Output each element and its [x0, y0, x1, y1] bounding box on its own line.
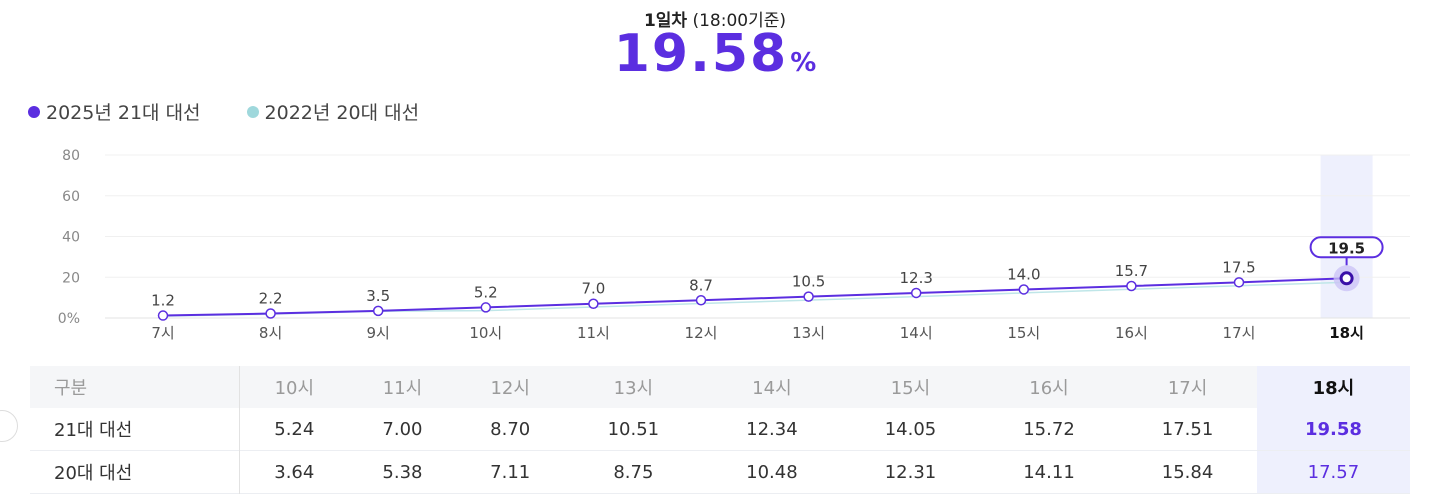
basis-label: (18:00기준)	[692, 11, 787, 31]
legend-label-2025: 2025년 21대 대선	[46, 102, 201, 124]
series-point	[1126, 280, 1137, 292]
turnout-line-chart: 0% 20 40 60 80 7시 8시 9시 10시 11시 12시 13시 14시 15시 16시 17시…	[58, 148, 1410, 342]
table-header-cell: 14시	[702, 366, 842, 408]
data-label: 2.2	[259, 290, 283, 308]
legend-dot-2022	[246, 105, 259, 118]
y-tick-label: 60	[62, 189, 80, 205]
series-point	[910, 287, 922, 299]
turnout-value: 19.58	[613, 24, 789, 84]
table-cell: 12.34	[746, 418, 798, 440]
x-tick-label: 15시	[1007, 324, 1040, 342]
y-tick-label: 40	[62, 230, 80, 246]
turnout-headline: 19.58%	[0, 28, 1430, 80]
data-label: 14.0	[1007, 265, 1040, 283]
day-label: 1일차	[643, 11, 688, 31]
series-point	[372, 305, 384, 317]
y-tick-label: 80	[62, 148, 80, 164]
legend-dot-2025	[28, 105, 40, 118]
data-label: 5.2	[474, 283, 498, 301]
series-point	[157, 310, 169, 321]
x-tick-label: 17시	[1223, 324, 1256, 342]
table-cell: 5.38	[382, 461, 423, 483]
table-cell: 7.11	[490, 461, 531, 483]
callout-bubble	[1309, 236, 1384, 259]
table-cell: 17.51	[1161, 418, 1214, 440]
turnout-unit: %	[790, 48, 817, 78]
data-label: 1.2	[151, 292, 175, 310]
table-header-cell: 10시	[239, 366, 349, 408]
legend-label-2022: 2022년 20대 대선	[264, 102, 420, 124]
data-label: 7.0	[581, 280, 605, 298]
x-tick-label: 10시	[469, 324, 502, 342]
x-tick-label: 16시	[1115, 324, 1148, 342]
x-tick-label: 18시	[1329, 324, 1364, 342]
y-tick-label: 0%	[58, 311, 80, 327]
data-label: 17.5	[1222, 258, 1255, 276]
data-label: 19.5	[1328, 239, 1365, 257]
table-cell: 14.11	[1023, 461, 1075, 483]
data-label: 12.3	[899, 269, 932, 287]
series-point	[480, 302, 492, 313]
table-cell: 7.00	[382, 418, 423, 440]
table-header-row: 구분 10시 11시 12시 13시 14시 15시 16시 17시 18시	[30, 366, 1410, 408]
table-cell: 8.70	[490, 418, 531, 440]
series-point	[588, 298, 599, 309]
table-row-label: 20대 대선	[30, 450, 240, 494]
series-point	[1339, 271, 1354, 286]
x-tick-label: 7시	[151, 324, 174, 342]
table-cell-current: 19.58	[1256, 408, 1410, 451]
table-row: 21대 대선 5.24 7.00 8.70 10.51 12.34 14.05 …	[30, 408, 1410, 451]
x-tick-label: 12시	[685, 324, 718, 342]
legend-item-2022: 2022년 20대 대선	[246, 98, 420, 125]
table-cell: 14.05	[884, 418, 937, 440]
table-cell: 8.75	[613, 461, 654, 483]
data-label: 15.7	[1115, 262, 1148, 280]
y-tick-label: 20	[62, 270, 80, 286]
table-cell: 10.51	[607, 418, 660, 440]
header-title: 1일차 (18:00기준)	[0, 6, 1430, 31]
data-label: 3.5	[366, 287, 390, 305]
table-header-cell: 15시	[841, 366, 980, 408]
series-point	[695, 295, 707, 306]
table-header-cell: 13시	[564, 366, 703, 408]
table-header-cell: 12시	[456, 366, 565, 408]
data-label: 10.5	[792, 273, 825, 291]
table-header-cell-current: 18시	[1256, 366, 1410, 408]
scroll-left-button[interactable]	[0, 410, 18, 442]
chart-legend: 2025년 21대 대선 2022년 20대 대선	[28, 98, 419, 125]
table-corner-label: 구분	[30, 366, 240, 408]
table-cell: 10.48	[746, 461, 798, 483]
x-tick-label: 14시	[900, 324, 933, 342]
table-row: 20대 대선 3.64 5.38 7.11 8.75 10.48 12.31 1…	[30, 450, 1410, 494]
table-cell: 15.72	[1023, 418, 1075, 440]
data-label: 8.7	[689, 276, 713, 294]
table-cell-current: 17.57	[1256, 450, 1410, 494]
table-header-cell: 11시	[348, 366, 457, 408]
series-point	[803, 291, 814, 302]
series-line-2025	[162, 277, 1347, 317]
table-cell: 3.64	[274, 461, 315, 483]
table-cell: 12.31	[884, 461, 937, 483]
x-tick-label: 13시	[792, 324, 825, 342]
series-point	[265, 308, 276, 319]
table-row-label: 21대 대선	[30, 408, 240, 451]
x-tick-label: 11시	[577, 324, 610, 342]
turnout-table: 구분 10시 11시 12시 13시 14시 15시 16시 17시 18시 2…	[30, 366, 1410, 494]
table-cell: 15.84	[1161, 461, 1214, 483]
table-header-cell: 16시	[979, 366, 1119, 408]
legend-item-2025: 2025년 21대 대선	[28, 98, 201, 125]
table-header-cell: 17시	[1118, 366, 1257, 408]
series-point	[1018, 284, 1030, 295]
series-point	[1233, 277, 1245, 288]
table-cell: 5.24	[274, 418, 315, 440]
x-tick-label: 9시	[367, 324, 390, 342]
x-tick-label: 8시	[259, 324, 282, 342]
